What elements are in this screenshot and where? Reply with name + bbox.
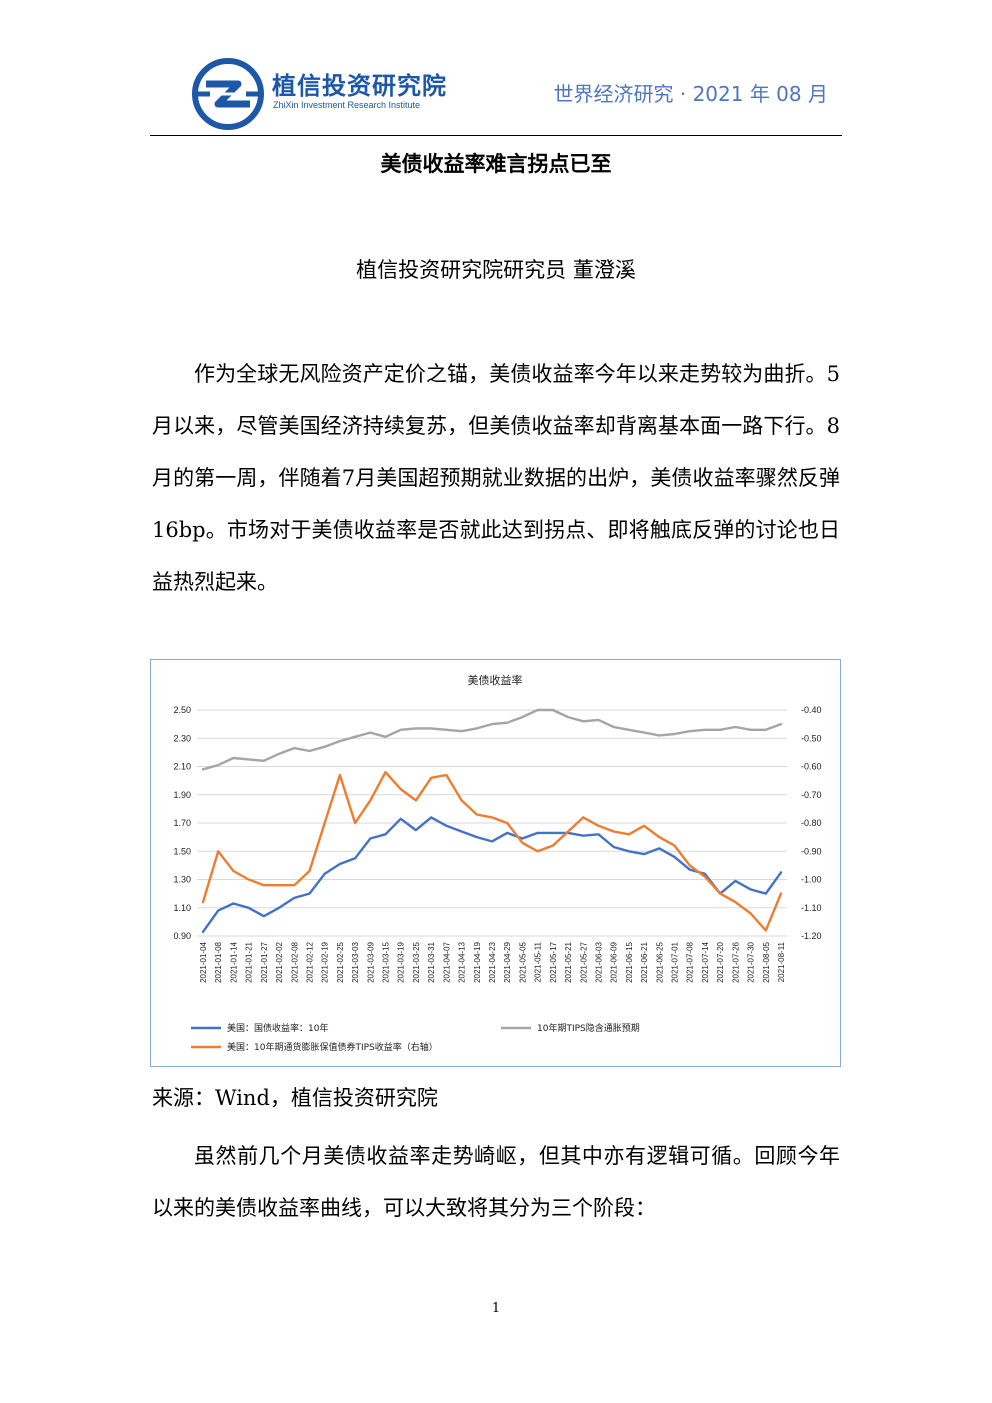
series-line [201, 708, 783, 771]
header-divider [150, 135, 842, 136]
x-tick-label: 2021-03-15 [382, 941, 391, 982]
chart-right-axis: -0.40 -0.50 -0.60 -0.70 -0.80 -0.90 -1.00 -1.10… [801, 705, 822, 941]
x-tick-label: 2021-01-08 [214, 941, 223, 982]
left-tick-label: 2.50 [173, 705, 191, 715]
x-tick-label: 2021-07-20 [716, 941, 725, 982]
page-header: 植信投资研究院 ZhiXin Investment Research Insti… [150, 52, 842, 137]
x-tick-label: 2021-05-21 [564, 941, 573, 982]
right-tick-label: -1.10 [801, 903, 822, 913]
x-tick-label: 2021-07-14 [701, 941, 710, 982]
left-tick-label: 2.10 [173, 762, 191, 772]
legend-label: 美国：10年期通货膨胀保值债券TIPS收益率（右轴） [227, 1041, 438, 1053]
x-tick-label: 2021-03-09 [366, 941, 375, 982]
left-tick-label: 1.70 [173, 818, 191, 828]
article-title: 美债收益率难言拐点已至 [380, 152, 612, 176]
left-tick-label: 1.30 [173, 875, 191, 885]
body-paragraph-1: 作为全球无风险资产定价之锚，美债收益率今年以来走势较为曲折。5月以来，尽管美国经… [152, 362, 840, 594]
series-line [201, 816, 783, 933]
x-tick-label: 2021-04-29 [503, 941, 512, 982]
x-tick-label: 2021-07-08 [686, 941, 695, 982]
x-tick-label: 2021-05-11 [534, 941, 543, 982]
x-tick-label: 2021-02-02 [275, 941, 284, 982]
x-tick-label: 2021-04-23 [488, 941, 497, 982]
left-tick-label: 1.90 [173, 790, 191, 800]
x-tick-label: 2021-07-01 [671, 941, 680, 982]
x-tick-label: 2021-06-15 [625, 941, 634, 982]
left-tick-label: 0.90 [173, 931, 191, 941]
x-tick-label: 2021-06-09 [610, 941, 619, 982]
right-tick-label: -1.00 [801, 875, 822, 885]
x-tick-label: 2021-05-17 [549, 941, 558, 982]
x-tick-label: 2021-04-13 [458, 941, 467, 982]
x-tick-label: 2021-01-04 [199, 941, 208, 982]
x-tick-label: 2021-01-21 [245, 941, 254, 982]
yield-chart-svg: 美债收益率 2.50 2.30 2.10 1.90 1.70 1.50 1.30 1.10 0.… [173, 673, 822, 1053]
left-tick-label: 1.50 [173, 846, 191, 856]
x-tick-label: 2021-08-05 [762, 941, 771, 982]
x-tick-label: 2021-07-26 [731, 941, 740, 982]
journal-issue: 世界经济研究 · 2021 年 08 月 [553, 82, 829, 106]
x-tick-label: 2021-06-25 [655, 941, 664, 982]
right-tick-label: -0.60 [801, 762, 822, 772]
x-tick-label: 2021-03-31 [427, 941, 436, 982]
x-tick-label: 2021-05-27 [579, 941, 588, 982]
institute-name-cn: 植信投资研究院 [272, 72, 447, 100]
right-tick-label: -0.50 [801, 733, 822, 743]
chart-series [201, 708, 783, 933]
right-tick-label: -1.20 [801, 931, 822, 941]
left-tick-label: 2.30 [173, 733, 191, 743]
institute-logo [192, 58, 264, 130]
legend-label: 美国：国债收益率：10年 [227, 1022, 328, 1034]
chart-x-axis: 2021-01-04 2021-01-08 2021-01-14 2021-01-21… [199, 941, 786, 982]
page-number: 1 [491, 1301, 501, 1316]
x-tick-label: 2021-04-07 [442, 941, 451, 982]
x-tick-label: 2021-07-30 [747, 941, 756, 982]
legend-label: 10年期TIPS隐含通胀预期 [537, 1022, 640, 1034]
right-tick-label: -0.80 [801, 818, 822, 828]
x-tick-label: 2021-02-19 [321, 941, 330, 982]
x-tick-label: 2021-05-05 [518, 941, 527, 982]
body-paragraph-2: 虽然前几个月美债收益率走势崎岖，但其中亦有逻辑可循。回顾今年以来的美债收益率曲线… [152, 1144, 840, 1220]
chart-left-axis: 2.50 2.30 2.10 1.90 1.70 1.50 1.30 1.10 0.90 [173, 705, 191, 941]
x-tick-label: 2021-02-25 [336, 941, 345, 982]
yield-chart: 美债收益率 2.50 2.30 2.10 1.90 1.70 1.50 1.30 1.10 0.… [150, 659, 841, 1067]
chart-title: 美债收益率 [468, 673, 523, 687]
x-tick-label: 2021-02-08 [290, 941, 299, 982]
chart-gridlines [197, 709, 787, 937]
x-tick-label: 2021-03-03 [351, 941, 360, 982]
right-tick-label: -0.40 [801, 705, 822, 715]
left-tick-label: 1.10 [173, 903, 191, 913]
right-tick-label: -0.70 [801, 790, 822, 800]
institute-name-en: ZhiXin Investment Research Institute [273, 100, 421, 110]
x-tick-label: 2021-03-19 [397, 941, 406, 982]
x-tick-label: 2021-06-03 [594, 941, 603, 982]
article-byline: 植信投资研究院研究员 董澄溪 [356, 258, 636, 282]
x-tick-label: 2021-04-19 [473, 941, 482, 982]
chart-legend: 美国：国债收益率：10年 10年期TIPS隐含通胀预期美国：10年期通货膨胀保值债… [191, 1022, 640, 1053]
x-tick-label: 2021-01-27 [260, 941, 269, 982]
x-tick-label: 2021-08-11 [777, 941, 786, 982]
x-tick-label: 2021-06-21 [640, 941, 649, 982]
chart-source: 来源：Wind，植信投资研究院 [152, 1086, 438, 1110]
x-tick-label: 2021-01-14 [229, 941, 238, 982]
x-tick-label: 2021-03-25 [412, 941, 421, 982]
x-tick-label: 2021-02-12 [305, 941, 314, 982]
series-line [201, 770, 783, 932]
right-tick-label: -0.90 [801, 846, 822, 856]
